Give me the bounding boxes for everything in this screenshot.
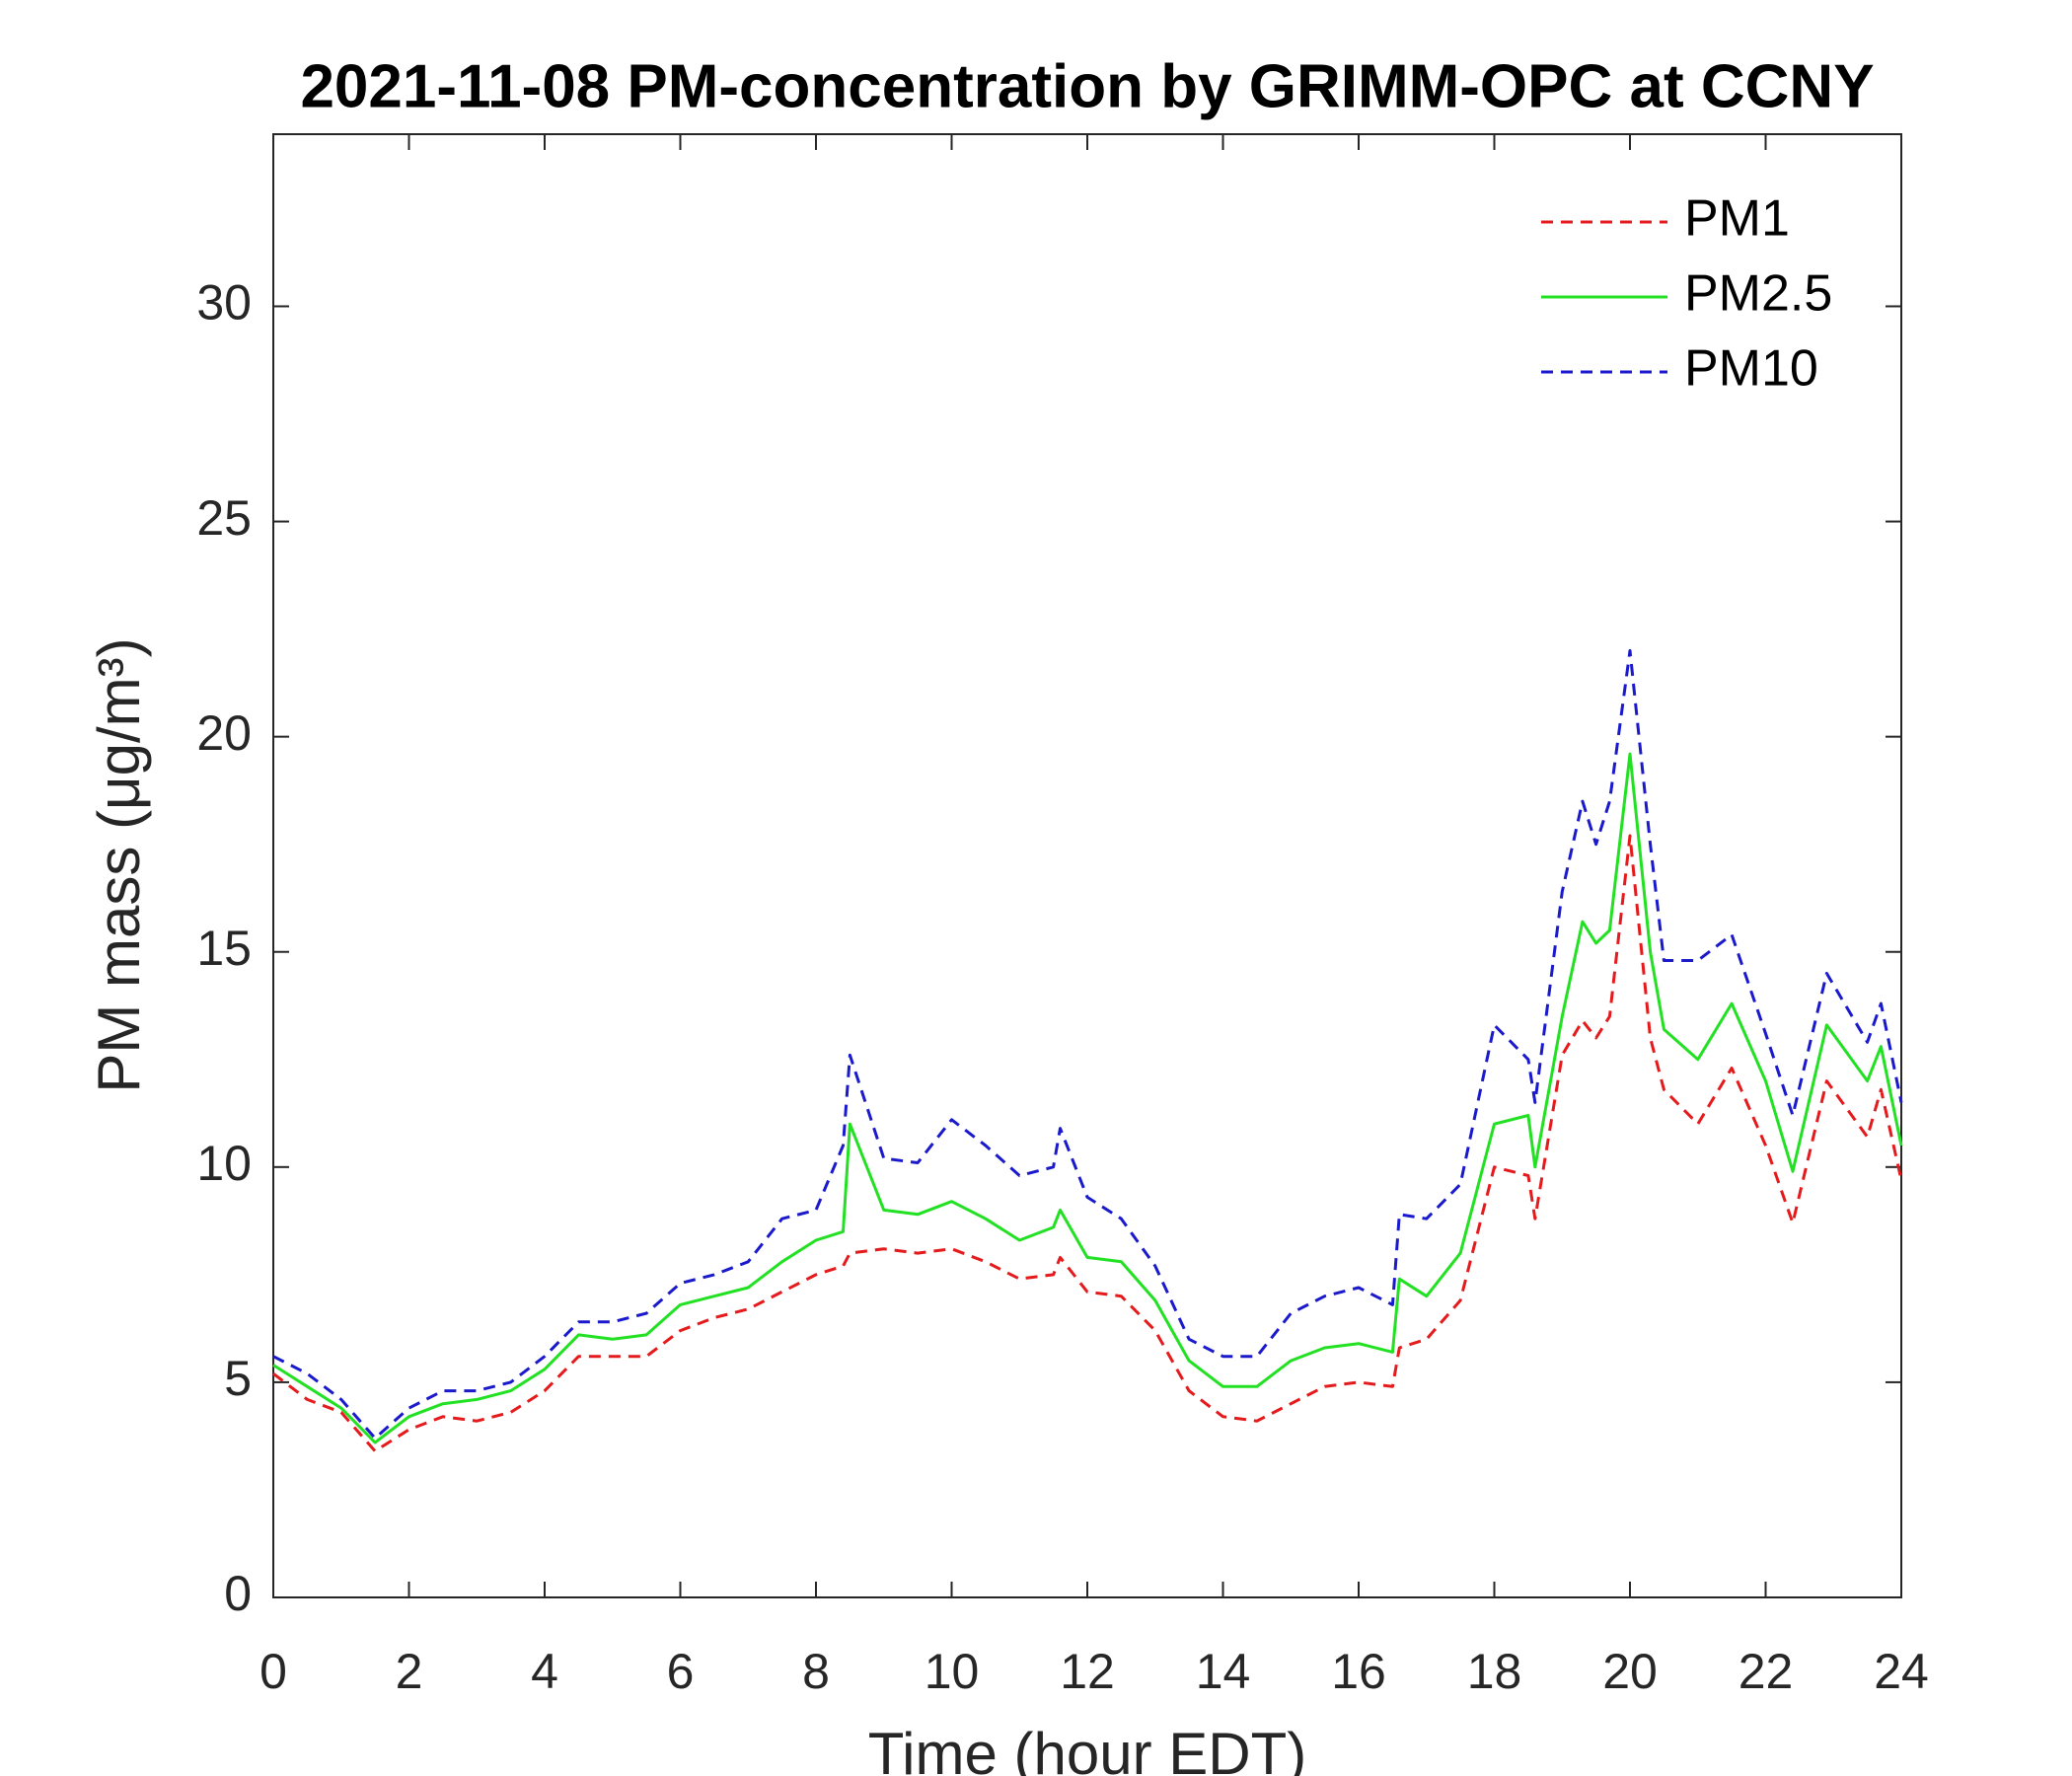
- y-tick-label: 0: [224, 1566, 252, 1621]
- series-line: [272, 834, 1903, 1453]
- x-tick-label: 16: [1331, 1644, 1386, 1699]
- y-tick-label: 5: [224, 1351, 252, 1406]
- chart-title: 2021-11-08 PM-concentration by GRIMM-OPC…: [300, 52, 1874, 120]
- x-tick-label: 18: [1467, 1644, 1522, 1699]
- legend-label: PM1: [1684, 190, 1790, 248]
- x-axis-label: Time (hour EDT): [868, 1721, 1307, 1776]
- series-line: [272, 752, 1903, 1444]
- y-tick-label: 15: [196, 921, 252, 976]
- x-tick-label: 6: [667, 1644, 695, 1699]
- y-tick-label: 20: [196, 705, 252, 761]
- x-tick-label: 20: [1602, 1644, 1658, 1699]
- y-tick-label: 30: [196, 275, 252, 331]
- x-tick-label: 2: [396, 1644, 423, 1699]
- x-tick-label: 24: [1874, 1644, 1929, 1699]
- series-line: [272, 648, 1903, 1441]
- x-tick-label: 8: [802, 1644, 830, 1699]
- x-tick-label: 12: [1060, 1644, 1115, 1699]
- y-axis-label: PM mass (μg/m³): [86, 637, 152, 1092]
- legend-label: PM2.5: [1684, 265, 1832, 323]
- x-tick-label: 10: [925, 1644, 980, 1699]
- legend-label: PM10: [1684, 340, 1818, 398]
- y-tick-label: 10: [196, 1136, 252, 1191]
- x-tick-label: 22: [1739, 1644, 1794, 1699]
- y-tick-label: 25: [196, 490, 252, 546]
- x-tick-label: 14: [1196, 1644, 1251, 1699]
- x-tick-label: 0: [259, 1644, 287, 1699]
- x-tick-label: 4: [531, 1644, 558, 1699]
